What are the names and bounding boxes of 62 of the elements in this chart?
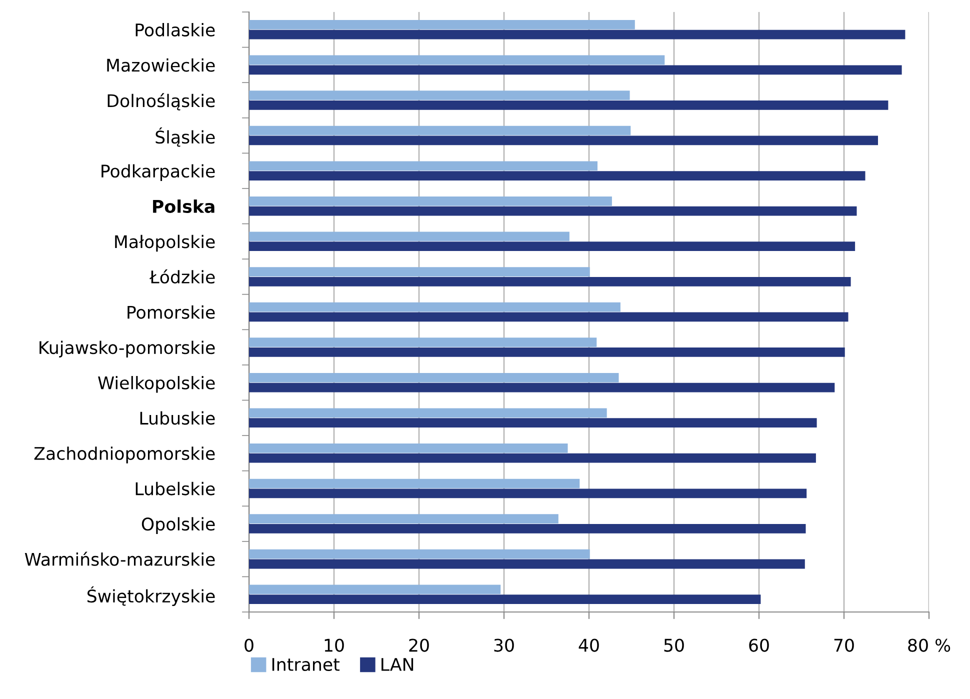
bar [249,453,816,463]
y-tick-label: Zachodniopomorskie [34,446,215,464]
bar [249,312,848,322]
x-tick-label: 50 [664,638,684,652]
y-tick-label: Mazowieckie [107,58,215,72]
bar [249,338,597,348]
bar [249,232,570,242]
bar [249,90,630,100]
y-tick-label: Dolnośląskie [108,93,215,110]
bar [249,196,612,206]
legend-label: LAN [382,658,414,671]
y-tick-label: Lubuskie [140,411,215,425]
y-tick-label: Świętokrzyskie [87,586,215,606]
y-tick-label: Wielkopolskie [98,376,215,393]
bar [249,488,807,498]
bar [249,478,580,488]
bar [249,161,598,171]
bar [249,584,501,594]
x-tick-label: 60 [749,638,769,652]
y-tick-label: Kujawsko-pomorskie [40,340,215,358]
bar [249,242,856,252]
bar [249,276,851,286]
x-tick-label: 70 [834,638,854,652]
bar [249,136,878,146]
bar [249,559,805,569]
x-tick-label: 40 [578,638,599,652]
y-tick-label: Śląskie [156,127,215,147]
bar [249,594,761,604]
y-tick-label: Małopolskie [115,234,215,252]
bar [249,524,806,534]
bar [249,408,607,418]
y-tick-label: Polska [153,200,214,213]
bar [249,65,902,75]
y-tick-label: Pomorskie [128,305,215,319]
bar [249,348,845,357]
bar [249,372,619,382]
y-tick-label: Warmińsko-mazurskie [24,552,215,566]
bar [249,30,906,40]
bar [249,418,817,428]
x-tick-label: 20 [409,638,429,652]
legend-label: Intranet [272,658,340,672]
y-tick-label: Łódzkie [149,269,215,284]
y-tick-label: Opolskie [142,517,215,534]
bar [249,171,866,180]
y-tick-label: Lubelskie [136,482,215,496]
bar [249,20,635,30]
bar [249,55,665,65]
bar [249,549,590,559]
y-tick-label: Podkarpackie [102,164,215,182]
bar [249,444,568,453]
bar [249,206,857,216]
bar [249,514,558,524]
bar [249,267,590,276]
x-tick-label: 30 [494,638,514,652]
bar [249,126,631,136]
bar [249,100,888,110]
x-tick-label: 10 [324,638,344,652]
bar [249,302,620,312]
x-tick-label: 80 % [908,638,950,652]
x-tick-label: 0 [244,638,254,652]
y-tick-label: Podlaskie [136,23,215,36]
bar [249,382,835,392]
